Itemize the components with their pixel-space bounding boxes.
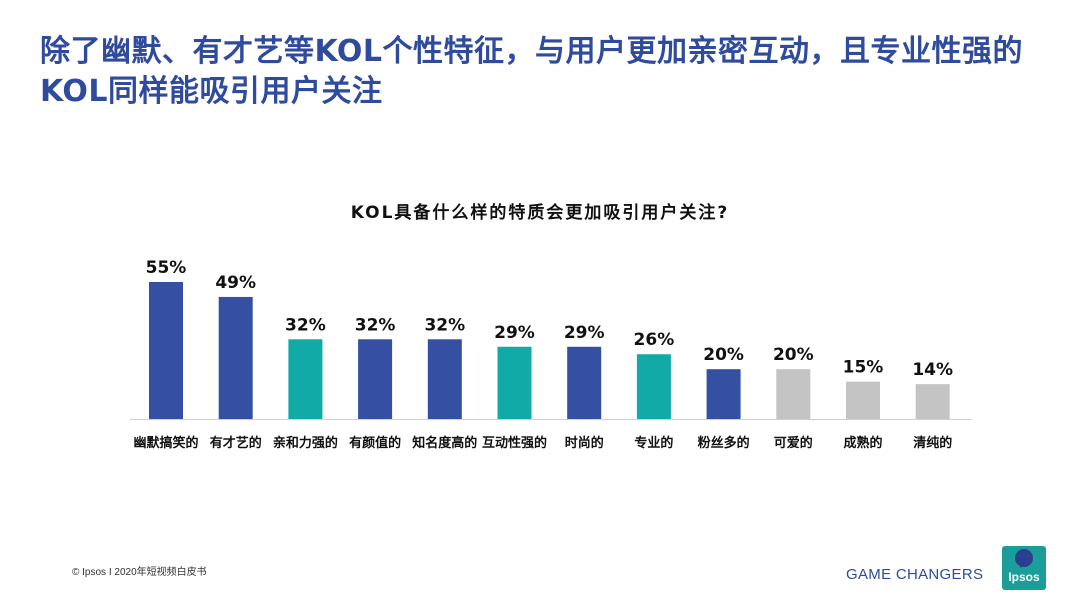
value-label-8: 26%	[634, 330, 675, 350]
copyright-note: © Ipsos I 2020年短视频白皮书	[72, 567, 207, 578]
bar-4	[358, 339, 393, 419]
category-label-12: 清纯的	[913, 435, 952, 451]
bar-5	[427, 339, 462, 419]
page-headline: 除了幽默、有才艺等KOL个性特征，与用户更加亲密互动，且专业性强的KOL同样能吸…	[40, 34, 1024, 109]
bar-10	[776, 369, 811, 419]
bar-8	[636, 354, 671, 419]
bar-6	[497, 346, 532, 419]
bar-12	[915, 384, 950, 419]
value-label-3: 32%	[285, 315, 326, 335]
chart-title: KOL具备什么样的特质会更加吸引用户关注?	[350, 203, 730, 223]
ipsos-logo: Ipsos	[1002, 546, 1046, 590]
value-label-11: 15%	[843, 358, 884, 378]
bar-9	[706, 369, 741, 419]
category-label-2: 有才艺的	[210, 435, 262, 451]
logo-wordmark: Ipsos	[1008, 570, 1040, 584]
value-label-1: 55%	[146, 258, 187, 278]
category-label-6: 互动性强的	[482, 435, 547, 451]
category-label-5: 知名度高的	[412, 435, 477, 451]
bar-7	[567, 346, 602, 419]
category-label-3: 亲和力强的	[273, 435, 338, 451]
category-label-1: 幽默搞笑的	[133, 435, 198, 451]
value-label-2: 49%	[215, 273, 256, 293]
category-label-8: 专业的	[634, 435, 673, 451]
value-label-10: 20%	[773, 345, 814, 365]
bar-1	[149, 282, 183, 419]
value-label-6: 29%	[494, 323, 535, 343]
value-label-7: 29%	[564, 323, 605, 343]
bar-3	[288, 339, 323, 419]
value-label-12: 14%	[912, 360, 953, 380]
brand-tagline: GAME CHANGERS	[846, 566, 984, 583]
category-label-11: 成熟的	[843, 435, 882, 451]
value-label-4: 32%	[355, 315, 396, 335]
bar-11	[846, 381, 880, 419]
bar-2	[218, 296, 253, 419]
category-label-4: 有颜值的	[349, 435, 401, 451]
speech-bubble-tail	[1017, 562, 1025, 568]
category-label-7: 时尚的	[565, 435, 604, 451]
category-label-10: 可爱的	[774, 435, 813, 451]
category-label-9: 粉丝多的	[698, 435, 750, 451]
value-label-9: 20%	[703, 345, 744, 365]
value-label-5: 32%	[424, 315, 465, 335]
